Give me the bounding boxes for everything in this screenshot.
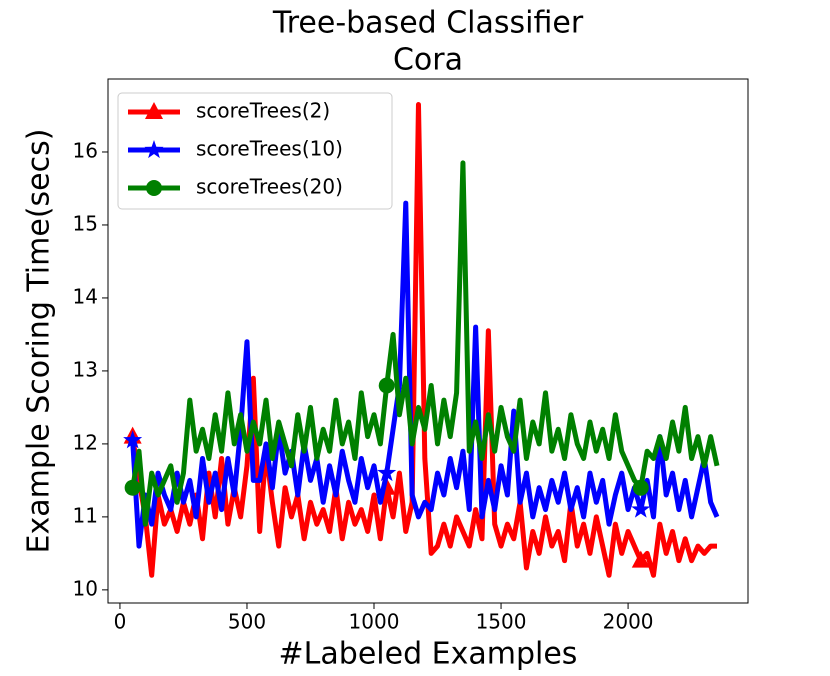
legend-box <box>117 92 393 210</box>
legend-marker <box>146 180 162 196</box>
x-axis-label: #Labeled Examples <box>279 637 578 672</box>
marker <box>632 479 649 496</box>
x-tick-label: 2000 <box>603 610 654 634</box>
series-line <box>130 102 718 578</box>
chart-title: Cora <box>393 43 463 78</box>
legend-label: scoreTrees(2) <box>196 99 330 123</box>
x-tick-label: 500 <box>228 610 266 634</box>
marker <box>124 479 141 496</box>
legend-marker <box>145 102 163 119</box>
y-tick-label: 11 <box>73 503 98 527</box>
y-tick-label: 15 <box>73 211 98 235</box>
marker <box>377 463 397 482</box>
legend-marker <box>144 140 164 159</box>
x-tick-label: 1000 <box>349 610 400 634</box>
marker <box>631 550 650 568</box>
chart-title: Tree-based Classifier <box>272 6 584 41</box>
x-tick-label: 0 <box>114 610 127 634</box>
marker <box>378 377 395 394</box>
y-tick-label: 13 <box>73 357 98 381</box>
y-tick-label: 16 <box>73 138 98 162</box>
y-axis-label: Example Scoring Time(secs) <box>22 129 57 554</box>
x-tick-label: 1500 <box>476 610 527 634</box>
y-tick-label: 10 <box>73 576 98 600</box>
legend-label: scoreTrees(20) <box>196 175 343 199</box>
series-line <box>130 160 720 527</box>
marker <box>631 499 651 518</box>
plot-frame <box>107 78 749 604</box>
y-tick-label: 12 <box>73 430 98 454</box>
legend-label: scoreTrees(10) <box>196 137 343 161</box>
series-line <box>130 200 720 549</box>
marker <box>123 430 143 449</box>
y-tick-label: 14 <box>73 284 98 308</box>
